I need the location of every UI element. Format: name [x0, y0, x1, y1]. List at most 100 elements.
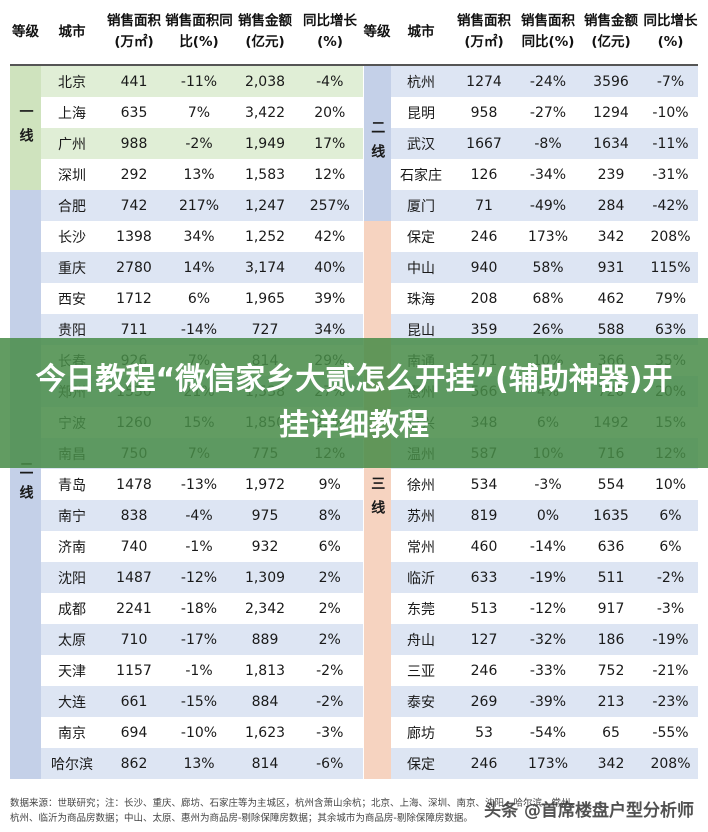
table-row: 天津 1157 -1% 1,813 -2% 三亚 246 -33% 752 -21%	[10, 655, 698, 686]
value-cell: 173%	[517, 748, 579, 779]
city-cell: 西安	[58, 291, 86, 308]
value-cell: 257%	[297, 190, 363, 221]
header-cell: 城市	[41, 0, 103, 66]
value-cell: 1,247	[233, 190, 297, 221]
value-cell: 513	[470, 600, 498, 617]
city-cell: 保定	[391, 748, 451, 779]
value-cell: 838	[103, 500, 165, 531]
city-cell: 南宁	[41, 500, 103, 531]
tier-label: 二线	[362, 65, 391, 221]
value-cell: 8%	[297, 500, 363, 531]
table-row: 济南 740 -1% 932 6% 常州 460 -14% 636 6%	[10, 531, 698, 562]
city-cell: 济南	[58, 539, 86, 556]
value-cell: -24%	[517, 65, 579, 97]
value-cell: 940	[451, 252, 517, 283]
value-cell: 958	[470, 104, 498, 121]
value-cell: 1398	[116, 228, 152, 245]
value-cell: 819	[451, 500, 517, 531]
value-cell: -13%	[180, 476, 218, 493]
value-cell: 3,422	[244, 104, 286, 121]
value-cell: -32%	[517, 624, 579, 655]
value-cell: 2%	[297, 562, 363, 593]
value-cell: -10%	[652, 104, 689, 121]
value-cell: -49%	[517, 190, 579, 221]
value-cell: 752	[597, 662, 625, 679]
value-cell: -1%	[185, 538, 213, 555]
table-row: 哈尔滨 862 13% 814 -6% 保定 246 173% 342 208%	[10, 748, 698, 779]
city-cell: 苏州	[391, 500, 451, 531]
value-cell: 9%	[318, 476, 341, 493]
value-cell: 633	[451, 562, 517, 593]
value-cell: 1,583	[244, 166, 286, 183]
header-cell: 等级	[363, 0, 391, 66]
value-cell: -3%	[534, 476, 562, 493]
value-cell: 441	[103, 65, 165, 97]
value-cell: 1,813	[244, 662, 286, 679]
city-cell: 石家庄	[400, 167, 442, 184]
value-cell: -2%	[165, 128, 233, 159]
value-cell: 1634	[579, 128, 643, 159]
value-cell: 1635	[579, 500, 643, 531]
value-cell: 2241	[116, 600, 152, 617]
value-cell: 2%	[297, 624, 363, 655]
value-cell: 2,038	[233, 65, 297, 97]
header-cell: 同比增长(%)	[297, 0, 363, 66]
value-cell: 1667	[451, 128, 517, 159]
value-cell: 1,623	[244, 724, 286, 741]
header-cell: 城市	[391, 0, 451, 66]
banner-text: 今日教程“微信家乡大贰怎么开挂”(辅助神器)开挂详细教程	[35, 362, 673, 443]
city-cell: 珠海	[407, 291, 435, 308]
table-row: 太原 710 -17% 889 2% 舟山 127 -32% 186 -19%	[10, 624, 698, 655]
value-cell: 932	[251, 538, 279, 555]
value-cell: 975	[233, 500, 297, 531]
value-cell: -3%	[316, 724, 344, 741]
value-cell: 2,342	[244, 600, 286, 617]
value-cell: -2%	[297, 686, 363, 717]
value-cell: 13%	[165, 748, 233, 779]
value-cell: 636	[597, 538, 625, 555]
city-cell: 广州	[41, 128, 103, 159]
value-cell: 42%	[314, 228, 346, 245]
header-row: 等级 城市 销售面积(万㎡) 销售面积同比(%) 销售金额(亿元) 同比增长(%) 等级 城市…	[10, 0, 698, 66]
header-cell: 销售金额(亿元)	[233, 0, 297, 66]
value-cell: 20%	[314, 104, 346, 121]
city-cell: 中山	[391, 252, 451, 283]
value-cell: 462	[597, 290, 625, 307]
value-cell: -12%	[529, 600, 567, 617]
tier-label: 二线	[10, 190, 41, 779]
value-cell: 694	[120, 724, 148, 741]
city-cell: 成都	[58, 601, 86, 618]
value-cell: 71	[451, 190, 517, 221]
city-cell: 大连	[41, 686, 103, 717]
table-row: 沈阳 1487 -12% 1,309 2% 临沂 633 -19% 511 -2%	[10, 562, 698, 593]
header-cell: 销售面积同比(%)	[517, 0, 579, 66]
header-cell: 等级	[10, 0, 41, 66]
city-cell: 保定	[407, 229, 435, 246]
value-cell: -1%	[185, 662, 213, 679]
value-cell: 6%	[318, 538, 341, 555]
value-cell: -3%	[656, 600, 685, 617]
city-cell: 上海	[58, 105, 86, 122]
value-cell: 6%	[643, 500, 698, 531]
city-cell: 东莞	[407, 601, 435, 618]
table-row: 广州 988 -2% 1,949 17% 武汉 1667 -8% 1634 -11%	[10, 128, 698, 159]
value-cell: 1274	[451, 65, 517, 97]
city-cell: 南京	[58, 725, 86, 742]
table-row: 二线 合肥 742 217% 1,247 257% 厦门 71 -49% 284 -42%	[10, 190, 698, 779]
value-cell: -18%	[180, 600, 218, 617]
city-cell: 廊坊	[407, 725, 435, 742]
value-cell: 208%	[643, 748, 698, 779]
value-cell: -55%	[652, 724, 689, 741]
city-cell: 太原	[41, 624, 103, 655]
value-cell: 1,965	[244, 290, 286, 307]
value-cell: 127	[451, 624, 517, 655]
value-cell: 39%	[314, 290, 346, 307]
value-cell: 3,174	[233, 252, 297, 283]
value-cell: 1,309	[233, 562, 297, 593]
value-cell: 53	[475, 724, 493, 741]
value-cell: 269	[451, 686, 517, 717]
value-cell: -39%	[517, 686, 579, 717]
value-cell: 126	[470, 166, 498, 183]
value-cell: 1,972	[244, 476, 286, 493]
